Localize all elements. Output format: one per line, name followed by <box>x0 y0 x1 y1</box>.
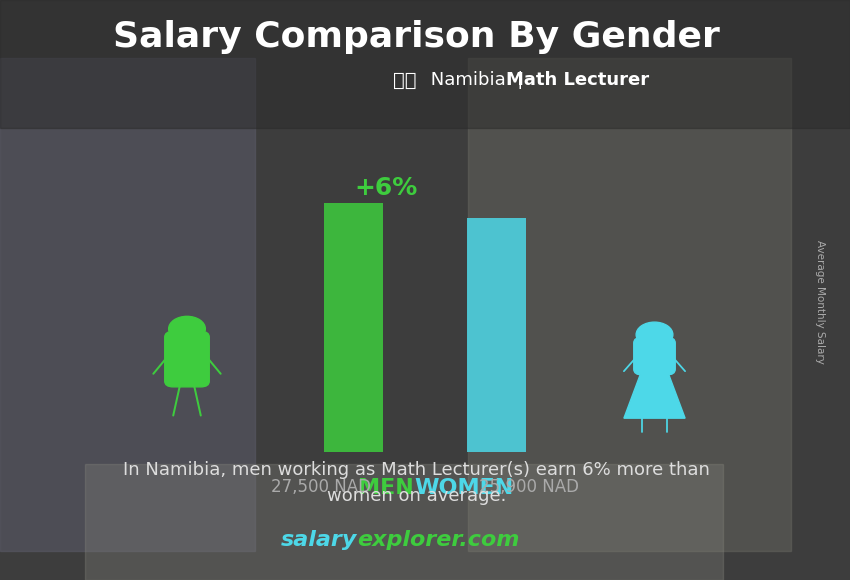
Text: MEN: MEN <box>359 478 414 498</box>
Text: salary: salary <box>280 530 357 550</box>
Bar <box>467 218 526 452</box>
Text: 🇳🇦: 🇳🇦 <box>393 71 416 90</box>
Text: 27,500 NAD: 27,500 NAD <box>271 478 371 496</box>
Text: Math Lecturer: Math Lecturer <box>507 71 649 89</box>
FancyBboxPatch shape <box>165 331 209 387</box>
Bar <box>0 58 255 551</box>
Circle shape <box>636 322 673 347</box>
Bar <box>324 203 383 452</box>
Text: Salary Comparison By Gender: Salary Comparison By Gender <box>113 20 720 55</box>
Circle shape <box>168 316 206 342</box>
Text: explorer.com: explorer.com <box>357 530 519 550</box>
Text: women on average.: women on average. <box>326 487 507 505</box>
Text: +6%: +6% <box>354 176 418 200</box>
Text: Namibia  |: Namibia | <box>425 71 535 89</box>
Bar <box>0 0 850 128</box>
Text: In Namibia, men working as Math Lecturer(s) earn 6% more than: In Namibia, men working as Math Lecturer… <box>123 461 710 479</box>
Bar <box>85 464 722 580</box>
Text: Average Monthly Salary: Average Monthly Salary <box>815 240 825 364</box>
FancyBboxPatch shape <box>634 337 675 375</box>
Text: 25,900 NAD: 25,900 NAD <box>479 478 579 496</box>
Polygon shape <box>624 369 685 418</box>
Text: WOMEN: WOMEN <box>414 478 513 498</box>
Bar <box>468 58 790 551</box>
